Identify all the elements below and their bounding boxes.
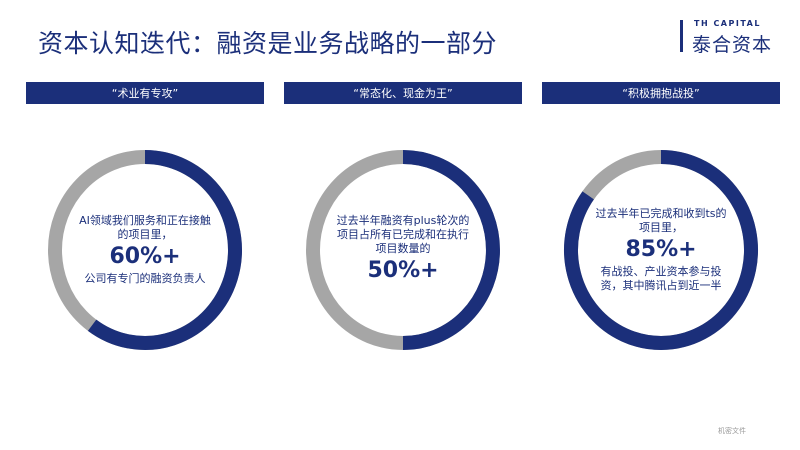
donut-post-text-1: 公司有专门的融资负责人 bbox=[84, 272, 206, 285]
donut-text-2: 过去半年融资有plus轮次的项目占所有已完成和在执行项目数量的 50%+ bbox=[303, 147, 503, 353]
donut-svg-2 bbox=[306, 150, 500, 350]
logo-top-text: TH CAPITAL bbox=[694, 19, 761, 28]
donut-pre-text-1: AI领域我们服务和正在接触的项目里， bbox=[79, 214, 211, 241]
donut-arc-3 bbox=[564, 150, 758, 350]
confidential-footer: 机密文件 bbox=[718, 427, 746, 435]
column-banner-3: “积极拥抱战投” bbox=[542, 82, 780, 104]
donut-chart-2: 过去半年融资有plus轮次的项目占所有已完成和在执行项目数量的 50%+ bbox=[303, 147, 503, 353]
donut-pre-text-3: 过去半年已完成和收到ts的项目里， bbox=[595, 207, 727, 234]
donut-text-3: 过去半年已完成和收到ts的项目里， 85%+ 有战投、产业资本参与投资，其中腾讯… bbox=[561, 147, 761, 353]
donut-arc-1 bbox=[87, 150, 242, 350]
donut-highlight-2: 50%+ bbox=[367, 258, 439, 283]
donut-pre-text-2: 过去半年融资有plus轮次的项目占所有已完成和在执行项目数量的 bbox=[336, 214, 470, 255]
donut-svg-1 bbox=[48, 150, 242, 350]
logo-main-text: 泰合资本 bbox=[692, 34, 773, 56]
donut-highlight-1: 60%+ bbox=[109, 244, 181, 269]
donut-chart-1: AI领域我们服务和正在接触的项目里， 60%+ 公司有专门的融资负责人 bbox=[45, 147, 245, 353]
donut-svg-3 bbox=[564, 150, 758, 350]
column-banner-1: “术业有专攻” bbox=[26, 82, 264, 104]
logo-bar bbox=[680, 20, 683, 52]
donut-text-1: AI领域我们服务和正在接触的项目里， 60%+ 公司有专门的融资负责人 bbox=[45, 147, 245, 353]
donut-post-text-3: 有战投、产业资本参与投资，其中腾讯占到近一半 bbox=[600, 265, 722, 292]
donut-highlight-3: 85%+ bbox=[625, 237, 697, 262]
donut-arc-2 bbox=[402, 150, 500, 350]
column-banner-2: “常态化、现金为王” bbox=[284, 82, 522, 104]
donut-chart-3: 过去半年已完成和收到ts的项目里， 85%+ 有战投、产业资本参与投资，其中腾讯… bbox=[561, 147, 761, 353]
slide-title: 资本认知迭代：融资是业务战略的一部分 bbox=[38, 29, 498, 58]
company-logo: TH CAPITAL 泰合资本 bbox=[680, 18, 780, 58]
